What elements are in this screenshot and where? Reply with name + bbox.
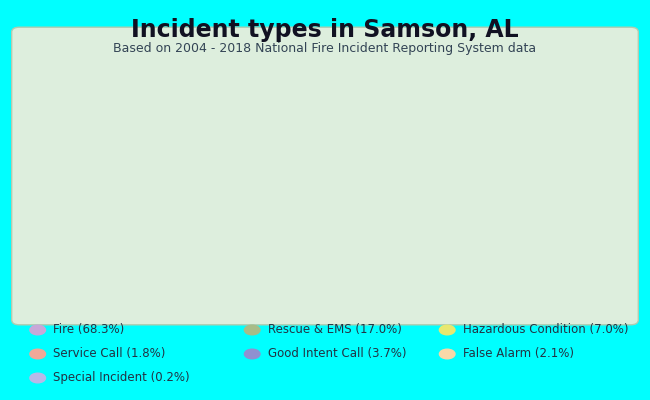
- Wedge shape: [439, 239, 537, 268]
- Text: Rescue & EMS (17.0%): Rescue & EMS (17.0%): [268, 324, 402, 336]
- Text: Incident types in Samson, AL: Incident types in Samson, AL: [131, 18, 519, 42]
- Text: Special Incident (0.2%): Special Incident (0.2%): [53, 372, 190, 384]
- Wedge shape: [442, 275, 540, 290]
- Text: Good Intent Call (3.7%): Good Intent Call (3.7%): [268, 348, 406, 360]
- Text: Fire (68.3%): Fire (68.3%): [53, 324, 125, 336]
- Wedge shape: [440, 250, 540, 282]
- Text: Service Call (1.8%): Service Call (1.8%): [53, 348, 166, 360]
- Text: False Alarm (2.1%): False Alarm (2.1%): [463, 348, 574, 360]
- Wedge shape: [110, 74, 443, 289]
- Wedge shape: [430, 194, 534, 262]
- Wedge shape: [110, 289, 208, 290]
- Text: © City-Data.com: © City-Data.com: [486, 51, 573, 61]
- Wedge shape: [389, 109, 518, 238]
- Text: Based on 2004 - 2018 National Fire Incident Reporting System data: Based on 2004 - 2018 National Fire Incid…: [114, 42, 536, 55]
- Text: Hazardous Condition (7.0%): Hazardous Condition (7.0%): [463, 324, 629, 336]
